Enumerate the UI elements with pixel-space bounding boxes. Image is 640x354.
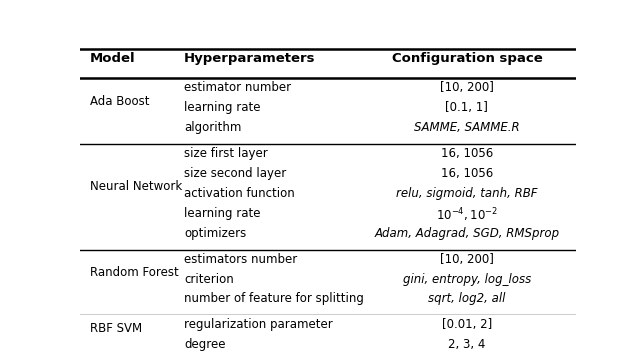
Text: activation function: activation function <box>184 187 295 200</box>
Text: estimators number: estimators number <box>184 253 298 266</box>
Text: learning rate: learning rate <box>184 207 260 220</box>
Text: Adam, Adagrad, SGD, RMSprop: Adam, Adagrad, SGD, RMSprop <box>374 227 559 240</box>
Text: learning rate: learning rate <box>184 101 260 114</box>
Text: 2, 3, 4: 2, 3, 4 <box>448 338 486 351</box>
Text: sqrt, log2, all: sqrt, log2, all <box>428 292 506 306</box>
Text: [0.01, 2]: [0.01, 2] <box>442 318 492 331</box>
Text: RBF SVM: RBF SVM <box>90 322 142 335</box>
Text: Model: Model <box>90 52 136 65</box>
Text: relu, sigmoid, tanh, RBF: relu, sigmoid, tanh, RBF <box>396 187 538 200</box>
Text: 16, 1056: 16, 1056 <box>441 167 493 180</box>
Text: size second layer: size second layer <box>184 167 287 180</box>
Text: optimizers: optimizers <box>184 227 246 240</box>
Text: Hyperparameters: Hyperparameters <box>184 52 316 65</box>
Text: $10^{-4}, 10^{-2}$: $10^{-4}, 10^{-2}$ <box>436 207 498 224</box>
Text: criterion: criterion <box>184 273 234 286</box>
Text: degree: degree <box>184 338 226 351</box>
Text: gini, entropy, log_loss: gini, entropy, log_loss <box>403 273 531 286</box>
Text: algorithm: algorithm <box>184 121 241 134</box>
Text: [10, 200]: [10, 200] <box>440 81 494 95</box>
Text: regularization parameter: regularization parameter <box>184 318 333 331</box>
Text: Configuration space: Configuration space <box>392 52 542 65</box>
Text: [10, 200]: [10, 200] <box>440 253 494 266</box>
Text: Random Forest: Random Forest <box>90 266 179 279</box>
Text: Ada Boost: Ada Boost <box>90 95 149 108</box>
Text: SAMME, SAMME.R: SAMME, SAMME.R <box>414 121 520 134</box>
Text: number of feature for splitting: number of feature for splitting <box>184 292 364 306</box>
Text: size first layer: size first layer <box>184 147 268 160</box>
Text: 16, 1056: 16, 1056 <box>441 147 493 160</box>
Text: Neural Network: Neural Network <box>90 181 182 193</box>
Text: estimator number: estimator number <box>184 81 291 95</box>
Text: [0.1, 1]: [0.1, 1] <box>445 101 488 114</box>
